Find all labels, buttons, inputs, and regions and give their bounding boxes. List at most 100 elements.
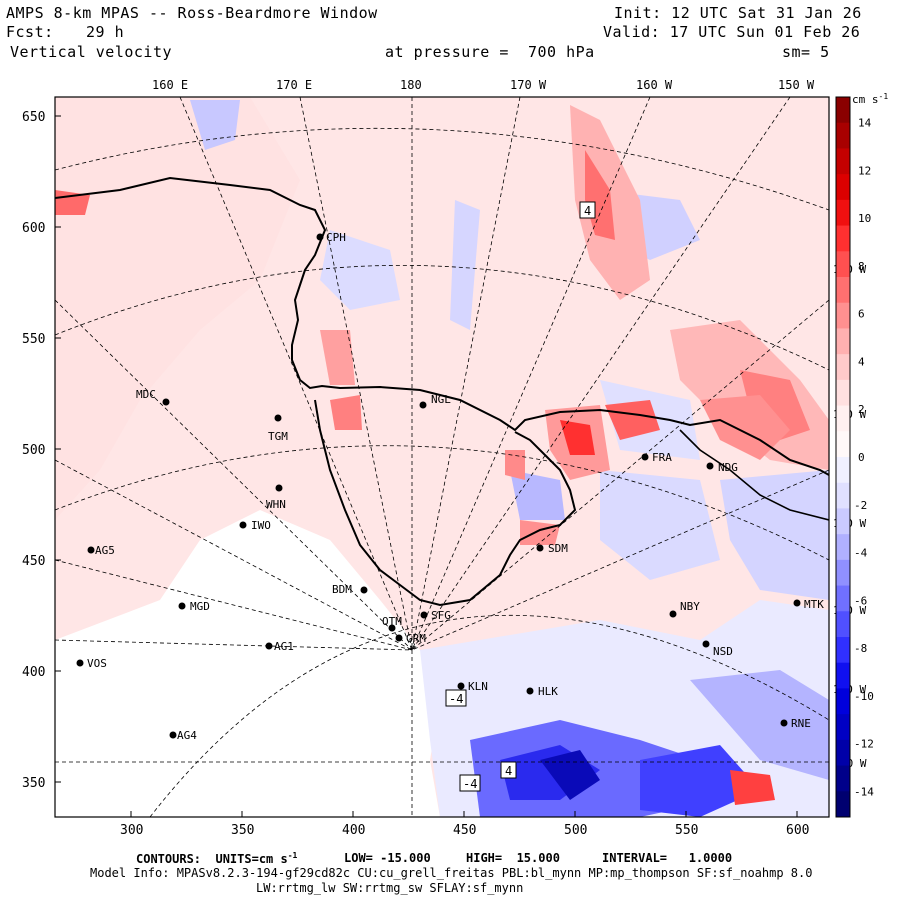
lon-label-160w: 160 W (636, 78, 673, 92)
colorbar-swatch (836, 765, 850, 792)
colorbar-swatch (836, 199, 850, 227)
y-tick-350: 350 (22, 776, 45, 791)
colorbar-swatch (836, 662, 850, 689)
station-label-nby: NBY (680, 600, 700, 613)
contour-label-neg4-b: -4 (463, 777, 477, 791)
colorbar-label: 4 (858, 355, 865, 368)
model-info: Model Info: MPASv8.2.3-194-gf29cd82c CU:… (90, 866, 813, 880)
colorbar-swatch (836, 405, 850, 432)
station-dot-mtk (793, 599, 801, 607)
contour-label-4-a: 4 (584, 204, 591, 218)
station-label-vos: VOS (87, 657, 107, 670)
colorbar-label: -8 (854, 642, 867, 655)
colorbar-swatch (836, 302, 850, 329)
colorbar-swatch (836, 508, 850, 535)
valid-time: Valid: 17 UTC Sun 01 Feb 26 (603, 23, 861, 41)
station-dot-kln (457, 682, 465, 690)
station-label-ngl: NGL (431, 393, 451, 406)
station-label-grm: GRM (406, 632, 426, 645)
station-label-mgd: MGD (190, 600, 210, 613)
colorbar-swatch (836, 431, 850, 458)
station-dot-bdm (360, 586, 368, 594)
colorbar-swatch (836, 637, 850, 664)
y-tick-500: 500 (22, 443, 45, 458)
station-label-tgm: TGM (268, 430, 288, 443)
colorbar-label: -2 (854, 499, 867, 512)
station-label-ndg: NDG (718, 461, 738, 474)
station-dot-mgd (178, 602, 186, 610)
station-dot-sdm (536, 544, 544, 552)
station-label-cph: CPH (326, 231, 346, 244)
colorbar-label: -6 (854, 594, 867, 607)
colorbar-label: 8 (858, 260, 865, 273)
station-label-mtk: MTK (804, 598, 824, 611)
contour-label-4-b: 4 (505, 764, 512, 778)
station-label-otm: OTM (382, 615, 402, 628)
station-label-whn: WHN (266, 498, 286, 511)
colorbar-swatch (836, 585, 850, 612)
contour-label-neg4-a: -4 (449, 692, 463, 706)
colorbar-swatch (836, 122, 850, 149)
station-dot-fra (641, 453, 649, 461)
station-dot-sfg (420, 611, 428, 619)
station-dot-ag4 (169, 731, 177, 739)
forecast-hour: 29 h (86, 23, 125, 41)
contours-info: CONTOURS: UNITS=cm s-1 (136, 851, 298, 866)
station-dot-ndg (706, 462, 714, 470)
colorbar-swatch (836, 328, 850, 355)
station-label-kln: KLN (468, 680, 488, 693)
station-label-sdm: SDM (548, 542, 568, 555)
colorbar-swatch (836, 277, 850, 304)
contours-low: LOW= -15.000 (344, 851, 431, 865)
station-dot-mdc (162, 398, 170, 406)
x-tick-450: 450 (453, 823, 476, 838)
station-dot-cph (316, 233, 324, 241)
station-label-nsd: NSD (713, 645, 733, 658)
colorbar-swatch (836, 559, 850, 587)
colorbar-label: -10 (854, 690, 874, 703)
station-dot-grm (395, 634, 403, 642)
x-tick-400: 400 (342, 823, 365, 838)
model-info-physics: LW:rrtmg_lw SW:rrtmg_sw SFLAY:sf_mynn (256, 881, 524, 895)
forecast-label: Fcst: (6, 23, 54, 41)
colorbar-swatch (836, 688, 850, 715)
station-dot-whn (275, 484, 283, 492)
station-label-rne: RNE (791, 717, 811, 730)
colorbar-label: 6 (858, 308, 865, 321)
x-tick-550: 550 (675, 823, 698, 838)
x-tick-500: 500 (564, 823, 587, 838)
station-dot-vos (76, 659, 84, 667)
station-label-mdc: MDC (136, 388, 156, 401)
contours-interval: INTERVAL= 1.0000 (602, 851, 733, 865)
colorbar-label: 0 (858, 451, 865, 464)
station-dot-ngl (419, 401, 427, 409)
colorbar-swatch (836, 225, 850, 252)
station-label-sfg: SFG (431, 609, 451, 622)
colorbar-swatch (836, 354, 850, 381)
colorbar-swatch (836, 174, 850, 201)
lon-label-170e: 170 E (276, 78, 312, 92)
station-markers: CPH NGL MDC TGM WHN IWO AG5 BDM MGD OTM … (76, 231, 824, 742)
lon-label-170w: 170 W (510, 78, 547, 92)
station-dot-tgm (274, 414, 282, 422)
y-tick-650: 650 (22, 110, 45, 125)
y-tick-450: 450 (22, 554, 45, 569)
colorbar-swatch (836, 791, 850, 818)
y-tick-550: 550 (22, 332, 45, 347)
station-dot-otm (388, 624, 396, 632)
station-label-ag1: AG1 (274, 640, 294, 653)
colorbar-labels: 14 12 10 8 6 4 2 0 -2 -4 -6 -8 -10 -12 -14 (854, 117, 874, 799)
smoothing-value: sm= 5 (782, 43, 830, 61)
x-tick-300: 300 (120, 823, 143, 838)
colorbar-swatch (836, 714, 850, 741)
station-label-bdm: BDM (332, 583, 352, 596)
lon-label-160e: 160 E (152, 78, 188, 92)
pressure-level: at pressure = 700 hPa (385, 43, 595, 61)
colorbar-label: 12 (858, 164, 871, 177)
colorbar-swatch (836, 534, 850, 561)
colorbar-label: -12 (854, 738, 874, 751)
plot-title: AMPS 8-km MPAS -- Ross-Beardmore Window (6, 4, 378, 22)
colorbar-label: -14 (854, 785, 874, 798)
station-label-fra: FRA (652, 451, 672, 464)
